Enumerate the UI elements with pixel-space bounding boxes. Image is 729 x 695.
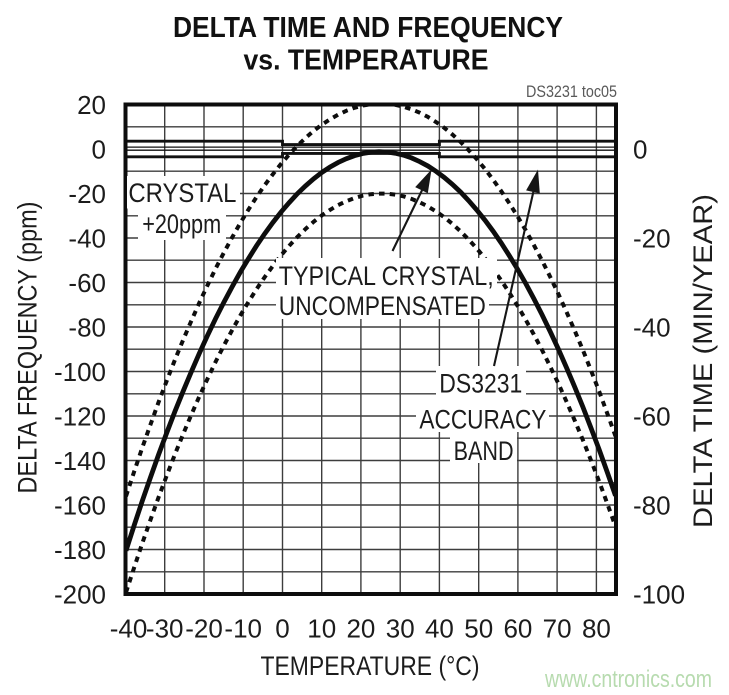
svg-text:70: 70	[543, 614, 572, 644]
svg-text:DELTA TIME AND FREQUENCY: DELTA TIME AND FREQUENCY	[173, 12, 563, 44]
svg-text:-100: -100	[633, 580, 685, 610]
svg-text:-180: -180	[54, 535, 106, 565]
svg-text:-40: -40	[110, 614, 148, 644]
svg-text:-40: -40	[633, 313, 671, 343]
svg-text:DS3231 toc05: DS3231 toc05	[526, 83, 617, 101]
svg-text:-80: -80	[633, 491, 671, 521]
svg-text:10: 10	[307, 614, 336, 644]
svg-text:60: 60	[503, 614, 532, 644]
svg-text:-20: -20	[185, 614, 223, 644]
svg-text:DELTA TIME (MIN/YEAR): DELTA TIME (MIN/YEAR)	[688, 194, 718, 528]
svg-text:vs. TEMPERATURE: vs. TEMPERATURE	[244, 45, 489, 77]
svg-text:40: 40	[425, 614, 454, 644]
svg-text:-80: -80	[68, 313, 106, 343]
svg-text:-10: -10	[224, 614, 262, 644]
svg-text:-20: -20	[633, 224, 671, 254]
svg-text:20: 20	[346, 614, 375, 644]
svg-text:CRYSTAL: CRYSTAL	[128, 178, 236, 208]
svg-text:TYPICAL CRYSTAL,: TYPICAL CRYSTAL,	[279, 261, 494, 291]
svg-text:UNCOMPENSATED: UNCOMPENSATED	[279, 291, 486, 321]
svg-text:80: 80	[582, 614, 611, 644]
svg-text:-40: -40	[68, 224, 106, 254]
svg-text:-60: -60	[633, 402, 671, 432]
svg-text:-100: -100	[54, 357, 106, 387]
svg-text:-20: -20	[68, 179, 106, 209]
svg-text:0: 0	[92, 135, 106, 165]
svg-text:BAND: BAND	[454, 436, 514, 466]
svg-text:ACCURACY: ACCURACY	[419, 405, 546, 435]
svg-text:DS3231: DS3231	[439, 369, 522, 399]
svg-text:-160: -160	[54, 491, 106, 521]
svg-text:0: 0	[275, 614, 289, 644]
svg-text:20: 20	[77, 90, 106, 120]
svg-text:50: 50	[464, 614, 493, 644]
svg-text:www.cntronics.com: www.cntronics.com	[544, 666, 712, 693]
svg-text:TEMPERATURE (°C): TEMPERATURE (°C)	[261, 651, 480, 681]
svg-text:-140: -140	[54, 446, 106, 476]
svg-text:-60: -60	[68, 268, 106, 298]
svg-text:-120: -120	[54, 402, 106, 432]
svg-text:+20ppm: +20ppm	[142, 209, 221, 239]
svg-text:-200: -200	[54, 580, 106, 610]
svg-text:0: 0	[633, 135, 647, 165]
svg-text:-30: -30	[146, 614, 184, 644]
svg-text:30: 30	[386, 614, 415, 644]
svg-text:DELTA FREQUENCY (ppm): DELTA FREQUENCY (ppm)	[13, 202, 43, 494]
